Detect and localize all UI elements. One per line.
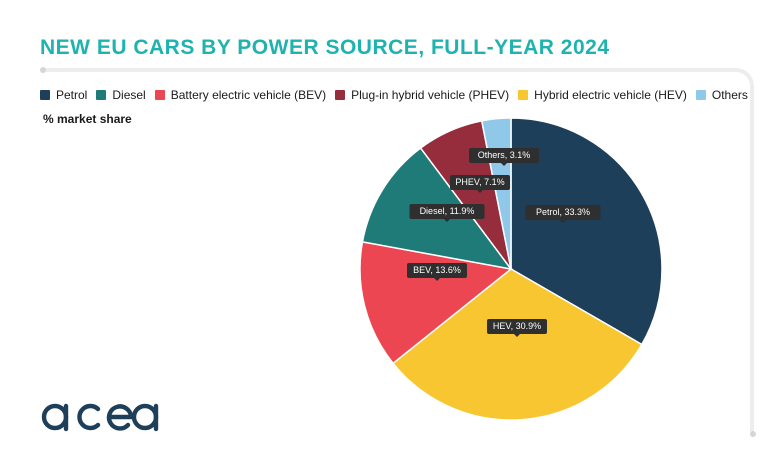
frame-dot-left bbox=[40, 67, 46, 73]
data-label-diesel: Diesel, 11.9% bbox=[409, 204, 485, 222]
data-label-box bbox=[487, 319, 547, 334]
data-label-pointer bbox=[444, 219, 450, 222]
data-label-text: Others, 3.1% bbox=[478, 150, 531, 160]
legend-swatch bbox=[335, 90, 346, 100]
legend-item-hev[interactable]: Hybrid electric vehicle (HEV) bbox=[518, 88, 687, 102]
data-label-box bbox=[409, 204, 485, 219]
chart-frame bbox=[42, 68, 754, 433]
legend-swatch bbox=[40, 90, 50, 100]
legend-label: Others bbox=[711, 88, 748, 102]
frame-dot-right bbox=[750, 431, 756, 437]
chart-title: NEW EU CARS BY POWER SOURCE, FULL-YEAR 2… bbox=[40, 36, 610, 59]
data-label-box bbox=[450, 175, 510, 190]
pie-slice-petrol[interactable] bbox=[510, 117, 663, 346]
pie-slice-hev[interactable] bbox=[392, 268, 643, 421]
legend-swatch bbox=[695, 90, 706, 100]
legend-item-petrol[interactable]: Petrol bbox=[40, 88, 87, 102]
data-label-pointer bbox=[501, 163, 507, 166]
legend-label: Battery electric vehicle (BEV) bbox=[170, 88, 327, 102]
legend-label: Plug-in hybrid vehicle (PHEV) bbox=[351, 88, 510, 102]
legend-item-others[interactable]: Others bbox=[695, 88, 748, 102]
legend-item-phev[interactable]: Plug-in hybrid vehicle (PHEV) bbox=[335, 88, 509, 102]
legend-label: Hybrid electric vehicle (HEV) bbox=[534, 88, 687, 102]
pie-slice-bev[interactable] bbox=[359, 240, 513, 365]
legend-item-bev[interactable]: Battery electric vehicle (BEV) bbox=[154, 88, 327, 102]
legend-swatch bbox=[96, 90, 107, 100]
acea-logo bbox=[41, 403, 159, 432]
data-label-hev: HEV, 30.9% bbox=[487, 319, 547, 337]
chart-subtitle: % market share bbox=[43, 112, 132, 126]
data-label-phev: PHEV, 7.1% bbox=[450, 175, 510, 193]
data-label-box bbox=[407, 263, 467, 278]
data-label-pointer bbox=[434, 278, 440, 281]
data-label-box bbox=[525, 205, 601, 220]
legend-label: Petrol bbox=[56, 88, 88, 102]
legend-swatch bbox=[518, 90, 529, 100]
data-label-petrol: Petrol, 33.3% bbox=[525, 205, 601, 223]
data-label-bev: BEV, 13.6% bbox=[407, 263, 467, 281]
data-label-others: Others, 3.1% bbox=[469, 148, 539, 166]
data-label-text: Diesel, 11.9% bbox=[420, 206, 475, 216]
data-label-text: Petrol, 33.3% bbox=[536, 207, 590, 217]
chart-legend: Petrol Diesel Battery electric vehicle (… bbox=[40, 88, 757, 102]
data-label-text: PHEV, 7.1% bbox=[455, 177, 504, 187]
data-label-text: BEV, 13.6% bbox=[413, 265, 461, 275]
data-label-text: HEV, 30.9% bbox=[493, 321, 541, 331]
data-label-pointer bbox=[560, 220, 566, 223]
data-label-pointer bbox=[477, 190, 483, 193]
data-label-box bbox=[469, 148, 539, 163]
data-label-pointer bbox=[514, 334, 520, 337]
legend-item-diesel[interactable]: Diesel bbox=[96, 88, 146, 102]
legend-swatch bbox=[154, 90, 165, 100]
legend-label: Diesel bbox=[112, 88, 146, 102]
